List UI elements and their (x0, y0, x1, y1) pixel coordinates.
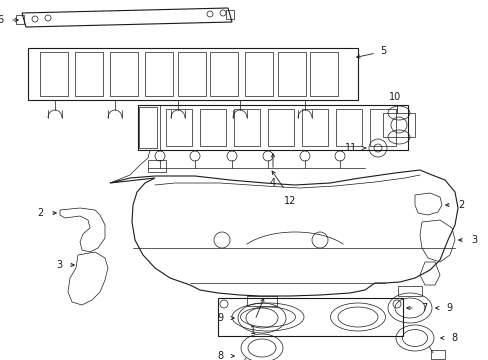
Bar (335, 109, 361, 146)
Bar (369, 109, 395, 146)
Bar (234, 109, 260, 146)
Text: 1: 1 (249, 326, 256, 336)
Bar (75, 52, 103, 96)
Text: 8: 8 (218, 351, 224, 360)
Bar (145, 52, 173, 96)
Text: 5: 5 (379, 46, 386, 56)
Text: 6: 6 (0, 15, 4, 25)
Bar (110, 52, 138, 96)
Bar (309, 52, 337, 96)
Bar (302, 109, 327, 146)
Bar (165, 109, 192, 146)
Text: 9: 9 (218, 313, 224, 323)
Bar (278, 52, 305, 96)
Text: 4: 4 (269, 178, 276, 188)
Bar (28, 48, 357, 100)
Bar (218, 298, 402, 336)
Bar (397, 286, 421, 296)
Text: 3: 3 (470, 235, 476, 245)
Bar (139, 107, 157, 148)
Bar (138, 105, 160, 150)
Bar (200, 109, 225, 146)
Text: 7: 7 (420, 303, 427, 313)
Text: 8: 8 (450, 333, 456, 343)
Bar (40, 52, 68, 96)
Bar (246, 296, 276, 306)
Bar (244, 52, 272, 96)
Bar (267, 109, 293, 146)
Text: 11: 11 (344, 143, 356, 153)
Text: 9: 9 (445, 303, 451, 313)
Text: 3: 3 (56, 260, 62, 270)
Bar (430, 350, 444, 359)
Bar (225, 10, 234, 19)
Bar (138, 105, 407, 150)
Bar (16, 15, 24, 24)
Text: 2: 2 (38, 208, 44, 218)
Bar (148, 160, 165, 172)
Bar (209, 52, 238, 96)
Bar (178, 52, 205, 96)
Text: 2: 2 (457, 200, 463, 210)
Bar (382, 113, 414, 137)
Text: 10: 10 (388, 92, 401, 102)
Text: 12: 12 (283, 196, 296, 206)
